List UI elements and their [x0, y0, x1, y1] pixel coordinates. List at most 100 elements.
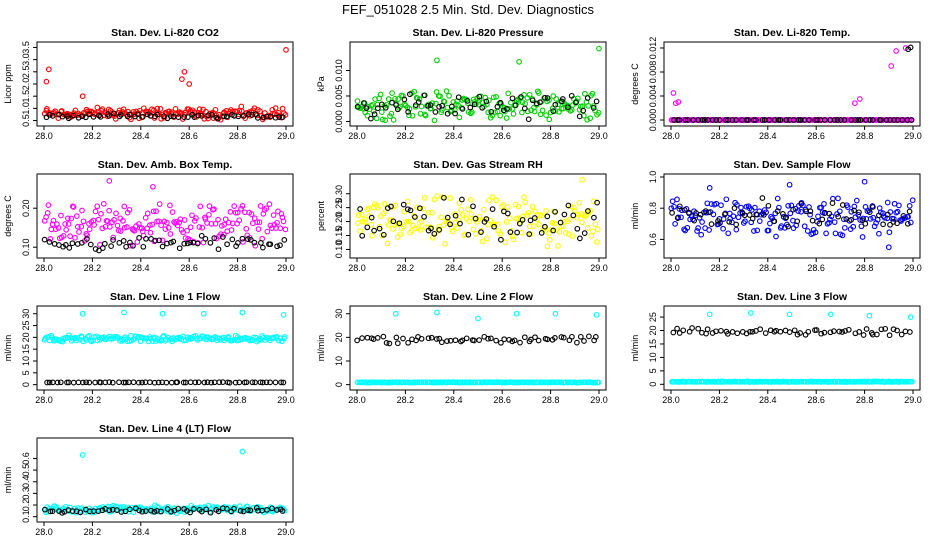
data-point	[509, 95, 516, 102]
x-tick-label: 28.4	[132, 395, 150, 405]
data-point	[592, 379, 599, 386]
data-point	[107, 224, 113, 230]
series-cyan	[41, 309, 288, 345]
data-point	[406, 112, 412, 119]
data-point	[368, 214, 375, 221]
data-point	[488, 109, 495, 115]
data-point	[371, 227, 377, 234]
data-point	[389, 90, 395, 96]
data-point	[743, 117, 750, 123]
data-point	[136, 507, 143, 514]
data-point	[357, 206, 363, 212]
data-point	[252, 242, 259, 249]
panel-title: Stan. Dev. Line 2 Flow	[423, 291, 534, 303]
data-point	[184, 227, 190, 234]
data-point	[355, 220, 361, 226]
data-point	[259, 379, 266, 386]
data-point	[211, 235, 218, 241]
y-tick-label: 15	[648, 339, 658, 349]
data-point	[680, 327, 687, 334]
data-point	[773, 233, 779, 240]
data-point	[251, 239, 258, 246]
data-point	[887, 117, 893, 123]
outlier-point	[239, 448, 246, 455]
data-point	[702, 208, 709, 214]
data-point	[585, 103, 592, 109]
data-point	[156, 201, 163, 207]
data-point	[244, 507, 251, 513]
data-point	[902, 328, 909, 335]
data-point	[421, 195, 428, 201]
data-point	[866, 117, 873, 123]
data-point	[456, 114, 463, 121]
data-point	[512, 102, 519, 109]
data-point	[574, 225, 581, 232]
data-point	[360, 100, 367, 106]
data-point	[881, 214, 888, 221]
y-tick-label: 0.3	[21, 487, 31, 500]
data-point	[66, 245, 73, 251]
outlier-point	[475, 315, 481, 322]
y-tick-label: 0.2	[21, 499, 31, 512]
data-point	[418, 218, 425, 225]
y-axis-label: ml/min	[630, 335, 640, 362]
data-point	[163, 379, 170, 386]
outlier-point	[596, 45, 602, 52]
data-point	[118, 112, 124, 118]
data-point	[395, 379, 402, 386]
data-point	[489, 194, 496, 200]
y-tick-label: 0.25	[334, 199, 344, 217]
data-point	[698, 231, 705, 238]
data-point	[255, 337, 262, 343]
data-point	[159, 243, 166, 250]
data-point	[185, 114, 191, 120]
x-tick-label: 29.0	[590, 263, 608, 273]
outlier-point	[552, 310, 559, 317]
data-point	[765, 227, 772, 234]
plot-frame	[349, 41, 607, 127]
data-point	[813, 327, 820, 333]
data-point	[490, 94, 497, 101]
data-point	[718, 202, 724, 209]
data-point	[568, 203, 574, 210]
data-point	[535, 221, 542, 228]
data-point	[354, 337, 360, 344]
data-point	[101, 240, 108, 247]
data-point	[70, 204, 77, 210]
data-point	[41, 236, 48, 243]
data-point	[439, 102, 445, 109]
data-point	[524, 108, 531, 115]
y-tick-label: 20	[648, 326, 658, 336]
data-point	[407, 207, 414, 214]
y-tick-label: 0.4	[21, 475, 31, 488]
data-point	[691, 217, 698, 224]
outlier-point	[434, 57, 440, 64]
data-point	[788, 378, 794, 385]
x-tick-label: 28.2	[84, 263, 102, 273]
data-point	[699, 117, 706, 123]
x-tick-label: 28.0	[348, 395, 366, 405]
data-point	[546, 236, 553, 243]
data-point	[72, 107, 79, 114]
data-point	[547, 227, 554, 233]
data-point	[191, 218, 198, 224]
data-point	[457, 220, 463, 227]
data-point	[671, 117, 677, 123]
data-point	[226, 379, 233, 386]
data-point	[260, 244, 266, 251]
x-tick-label: 28.8	[229, 131, 247, 141]
y-axis-label: ml/min	[316, 335, 326, 362]
data-point	[142, 214, 149, 221]
x-tick-label: 28.4	[132, 527, 150, 537]
data-point	[546, 116, 553, 123]
data-point	[826, 219, 832, 226]
data-point	[69, 508, 76, 514]
data-point	[900, 213, 907, 219]
data-point	[751, 228, 757, 234]
data-point	[417, 110, 424, 117]
series-black	[44, 379, 287, 386]
data-point	[106, 507, 113, 514]
data-point	[120, 217, 126, 224]
data-point	[821, 117, 828, 123]
x-tick-label: 28.6	[180, 263, 198, 273]
